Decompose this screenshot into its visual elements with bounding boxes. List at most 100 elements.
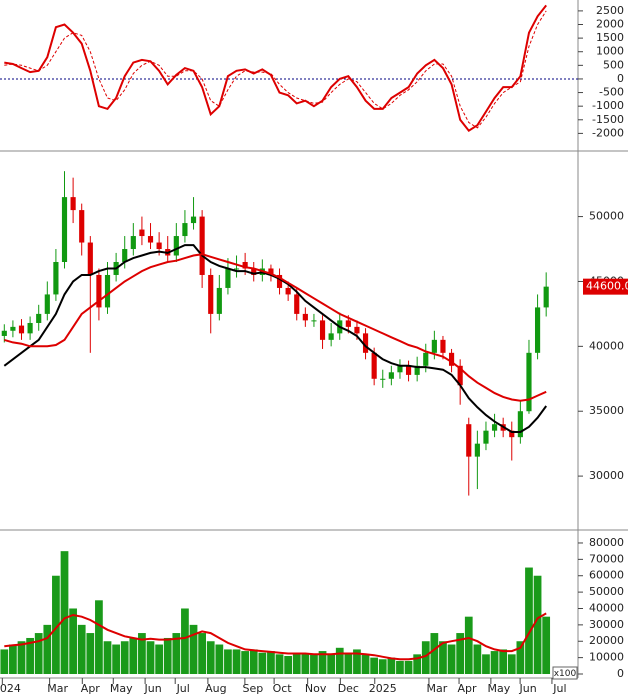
candle-body	[543, 286, 549, 308]
candle-body	[405, 365, 412, 375]
y-tick-label: 500	[603, 58, 624, 71]
x-tick-label: Apr	[458, 682, 478, 695]
x-tick-label: Mar	[427, 682, 448, 695]
volume-bar	[258, 652, 267, 674]
candle-body	[294, 294, 300, 314]
candle-body	[362, 333, 369, 353]
volume-bar	[181, 608, 189, 674]
y-tick-label: -2000	[592, 126, 624, 139]
volume-bar	[473, 644, 482, 674]
candle-body	[371, 352, 377, 379]
volume-bar	[378, 659, 387, 674]
y-tick-label: -1000	[592, 99, 624, 112]
candle-body	[61, 197, 68, 262]
x-tick-label: May	[110, 682, 133, 695]
y-tick-label: 35000	[589, 404, 624, 417]
y-tick-label: 30000	[589, 618, 624, 631]
volume-bar	[525, 567, 533, 674]
y-tick-label: -1500	[592, 113, 624, 126]
volume-bar	[52, 575, 60, 674]
volume-bar	[189, 624, 198, 674]
y-tick-label: 60000	[589, 569, 624, 582]
y-tick-label: 2000	[596, 18, 624, 31]
candle-body	[182, 223, 188, 237]
x-tick-label: May	[487, 682, 510, 695]
volume-bar	[542, 616, 551, 674]
volume-bar	[95, 600, 103, 674]
candle-body	[216, 287, 222, 314]
volume-bar	[69, 608, 77, 674]
volume-bar	[120, 641, 129, 674]
volume-bar	[439, 641, 447, 674]
y-tick-label: 2500	[596, 4, 624, 17]
x-tick-label: Nov	[305, 682, 327, 695]
volume-bar	[361, 654, 370, 674]
volume-bar	[34, 633, 43, 674]
candle-body	[328, 333, 334, 340]
volume-bar	[387, 657, 396, 674]
candle-body	[147, 236, 154, 243]
volume-bar	[232, 649, 241, 674]
y-tick-label: 50000	[589, 210, 624, 223]
candle-body	[130, 236, 136, 250]
volume-bar	[292, 652, 301, 674]
volume-bar	[146, 641, 155, 674]
volume-bar	[60, 551, 69, 674]
candle-body	[440, 339, 446, 353]
volume-bar	[206, 641, 215, 674]
candle-body	[79, 210, 85, 243]
candle-body	[122, 249, 128, 262]
volume-bar	[275, 654, 284, 674]
volume-bar	[447, 644, 456, 674]
volume-bar	[86, 633, 95, 674]
volume-bar	[241, 651, 250, 674]
candle-body	[190, 216, 197, 224]
y-tick-label: 1000	[596, 45, 624, 58]
candle-body	[268, 268, 274, 275]
y-tick-label: 0	[617, 72, 624, 85]
volume-bar	[516, 641, 525, 674]
candle-body	[483, 430, 489, 444]
volume-bar	[413, 654, 422, 674]
candle-body	[44, 294, 50, 314]
candle-body	[173, 236, 179, 256]
candle-body	[156, 242, 162, 250]
y-tick-label: 70000	[589, 552, 624, 565]
candle-body	[457, 365, 463, 386]
volume-bar	[507, 654, 516, 674]
volume-bar	[267, 651, 275, 674]
x-tick-label: Jun	[144, 682, 162, 695]
volume-bar	[43, 624, 52, 674]
y-tick-label: 0	[617, 667, 624, 680]
volume-bar	[456, 633, 465, 674]
candle-body	[397, 365, 403, 373]
volume-bar	[215, 644, 224, 674]
volume-bar	[284, 655, 293, 674]
volume-bar	[163, 637, 172, 674]
volume-bar	[430, 633, 439, 674]
volume-bar	[310, 654, 318, 674]
volume-bar	[155, 644, 163, 674]
candle-body	[448, 352, 455, 366]
candle-body	[345, 320, 351, 327]
candle-body	[276, 274, 283, 288]
volume-bar	[198, 633, 206, 674]
x-tick-label: Mar	[47, 682, 68, 695]
volume-bar	[224, 649, 232, 674]
indicator-line	[4, 4, 547, 133]
volume-bar	[499, 649, 508, 674]
candle-body	[311, 320, 317, 322]
x-tick-label: 024	[0, 682, 21, 695]
y-tick-label: 80000	[589, 536, 624, 549]
candle-body	[388, 372, 394, 379]
candle-body	[53, 261, 59, 295]
indicator-line	[3, 244, 548, 433]
x-tick-label: Sep	[243, 682, 264, 695]
candle-body	[27, 322, 33, 334]
candle-body	[423, 352, 429, 366]
candle-body	[36, 313, 42, 323]
y-tick-label: 30000	[589, 469, 624, 482]
candle-body	[70, 197, 76, 211]
candle-body	[354, 326, 360, 334]
candle-body	[474, 443, 480, 457]
